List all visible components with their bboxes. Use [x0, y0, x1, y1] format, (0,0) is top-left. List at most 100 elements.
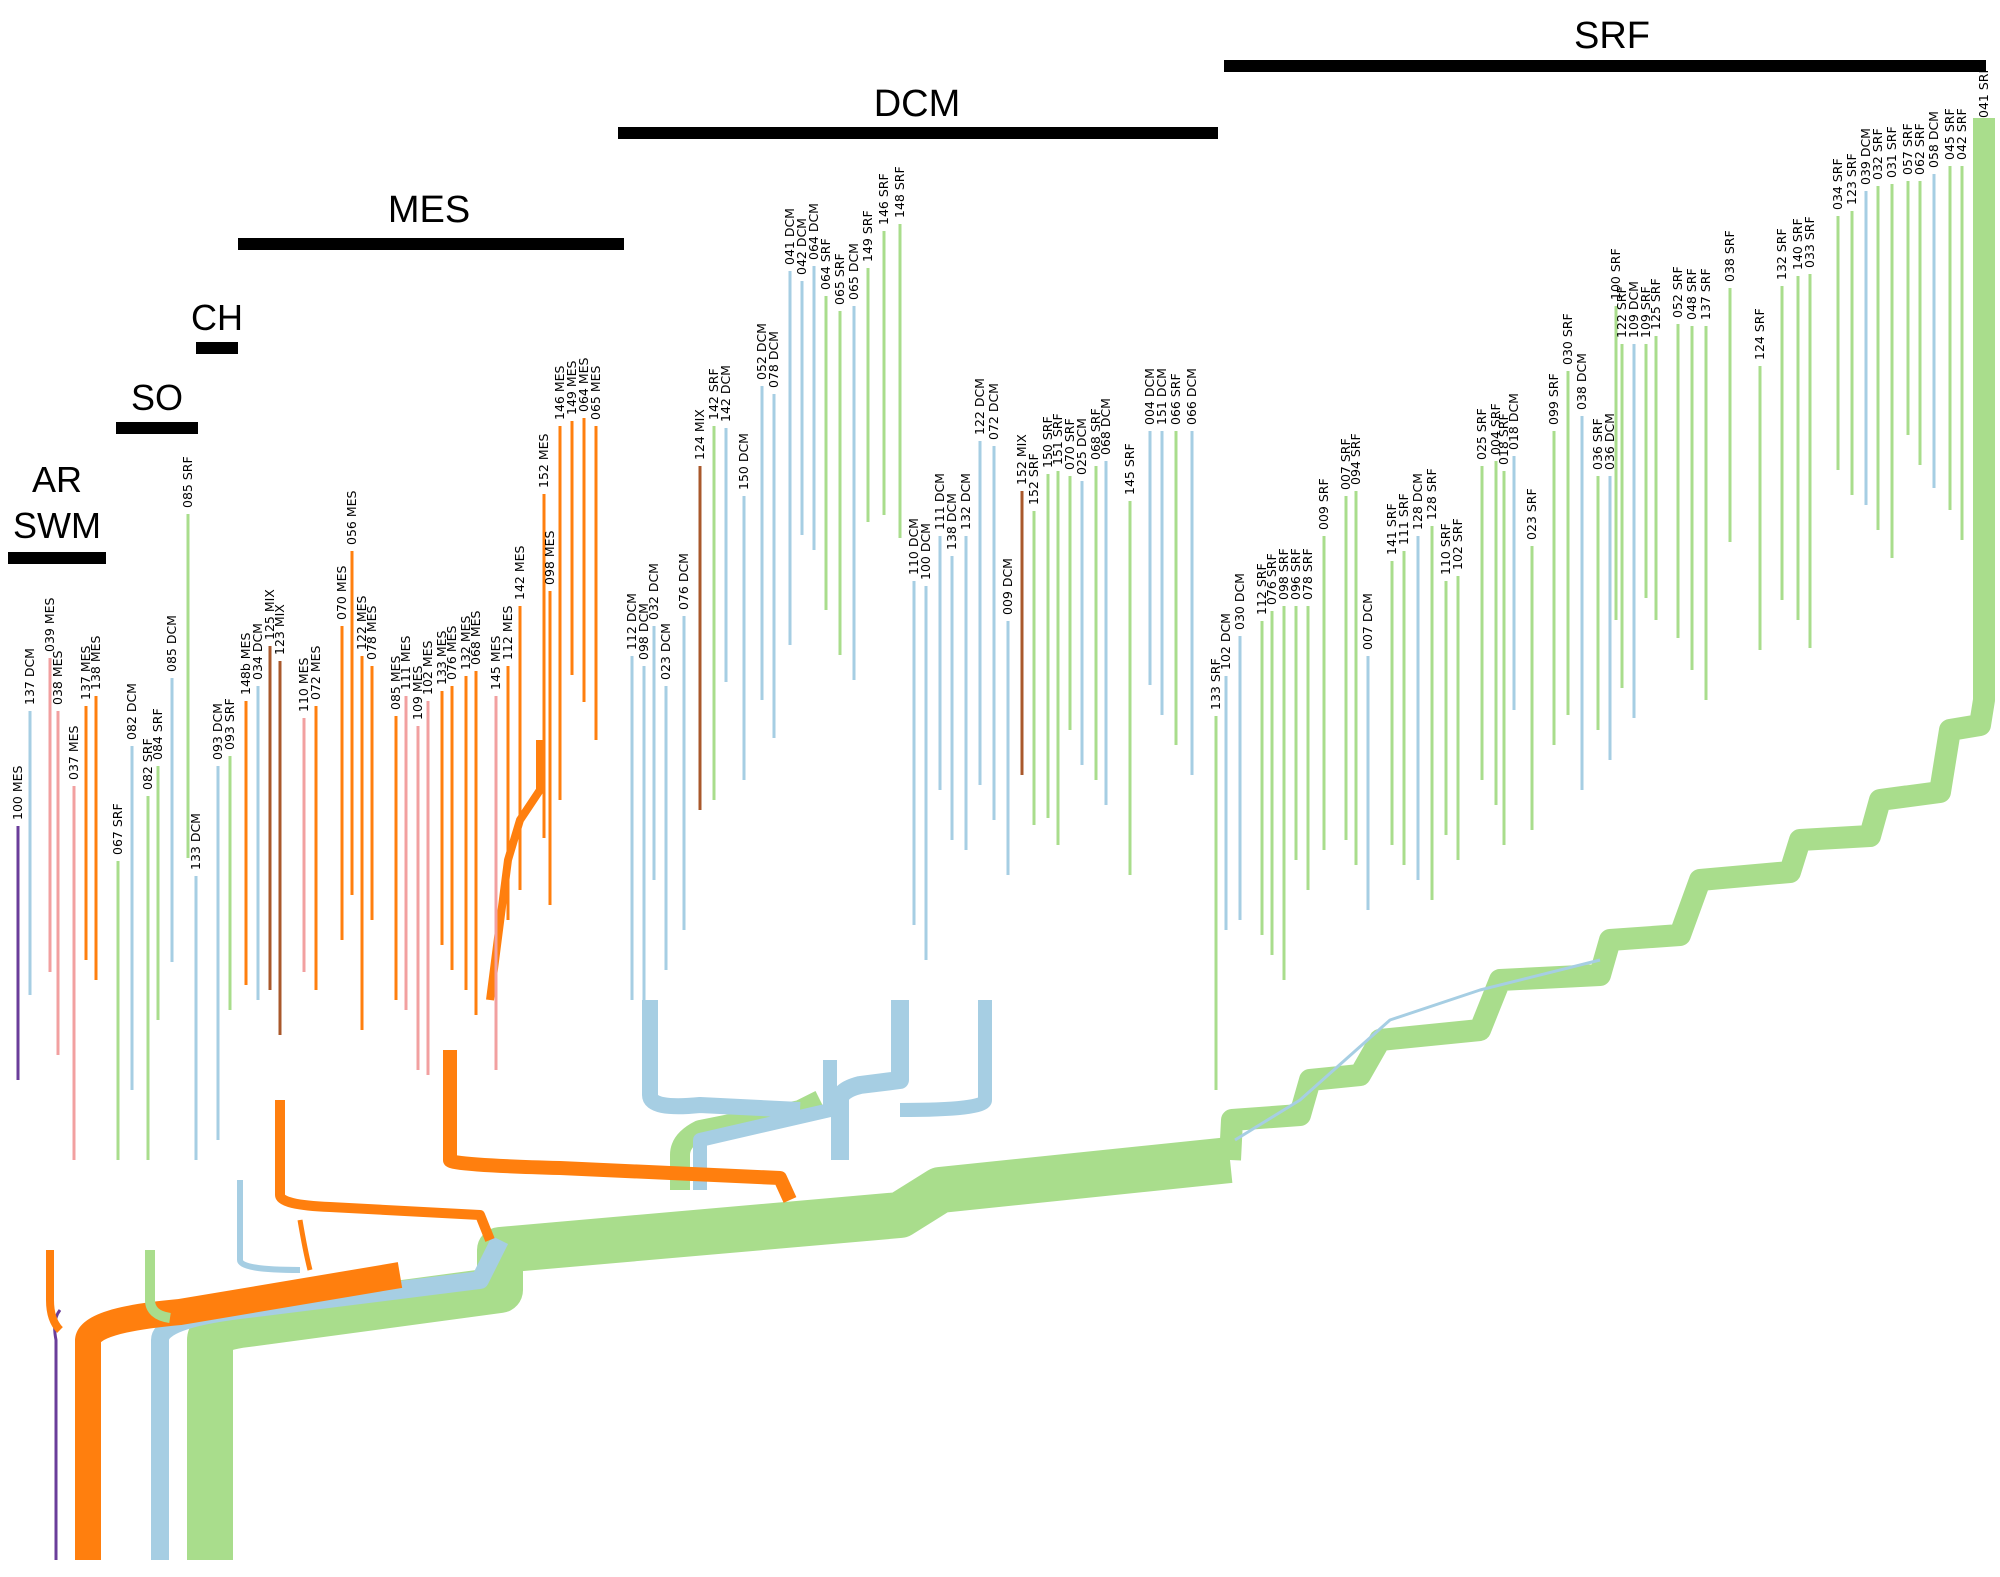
leaf-label: 082 SRF — [140, 738, 155, 790]
trunk-mes-band — [75, 1262, 403, 1560]
leaf-label: 038 SRF — [1722, 230, 1737, 282]
leaf-label: 041 SRF — [1976, 66, 1991, 118]
leaf-label: 146 MES — [552, 365, 567, 420]
leaf-label: 122 MES — [354, 595, 369, 650]
leaf-label: 038 MES — [50, 650, 65, 705]
leaf-label: 138 MES — [88, 635, 103, 690]
leaf-label: 148 SRF — [892, 166, 907, 218]
leaf-label: 145 MES — [488, 635, 503, 690]
leaf-label: 123 MIX — [272, 604, 287, 655]
leaf-label: 064 SRF — [818, 238, 833, 290]
trunk-srf-band — [187, 1137, 1233, 1560]
leaf-label: 140 SRF — [1790, 218, 1805, 270]
ch-base — [237, 1180, 301, 1273]
leaf-label: 110 DCM — [906, 518, 921, 575]
leaf-label: 093 DCM — [210, 703, 225, 760]
leaf-label: 128 SRF — [1424, 468, 1439, 520]
leaf-label: 150 DCM — [736, 433, 751, 490]
leaf-label: 085 MES — [388, 655, 403, 710]
leaf-label: 128 DCM — [1410, 473, 1425, 530]
leaf-label: 094 SRF — [1348, 433, 1363, 485]
leaf-label: 036 SRF — [1590, 418, 1605, 470]
leaf-label: 034 DCM — [250, 623, 265, 680]
leaf-label: 123 SRF — [1844, 153, 1859, 205]
leaf-label: 065 DCM — [846, 243, 861, 300]
leaf-label: 068 MES — [468, 610, 483, 665]
leaf-label: 124 SRF — [1752, 308, 1767, 360]
leaf-label: 150 SRF — [1040, 416, 1055, 468]
leaf-label: 149 MES — [564, 360, 579, 415]
group-label-ar: AR — [32, 459, 82, 500]
leaf-label: 065 SRF — [832, 253, 847, 305]
leaf-label: 032 DCM — [646, 563, 661, 620]
mes-left-ribbon — [275, 1100, 495, 1242]
leaf-label: 041 DCM — [782, 208, 797, 265]
leaf-label: 076 MES — [444, 625, 459, 680]
leaf-label: 030 DCM — [1232, 573, 1247, 630]
leaf-label: 133 SRF — [1208, 658, 1223, 710]
leaf-label: 111 SRF — [1396, 493, 1411, 545]
leaf-label: 109 DCM — [1626, 281, 1641, 338]
leaf-label: 052 SRF — [1670, 266, 1685, 318]
dcm-base-blue — [693, 1060, 837, 1190]
dcm-left-band — [642, 1000, 801, 1118]
srf-main-ribbon — [1219, 118, 1995, 1161]
leaf-label: 070 SRF — [1062, 418, 1077, 470]
leaf-label: 062 SRF — [1912, 123, 1927, 175]
leaf-label: 034 SRF — [1830, 158, 1845, 210]
leaf-label: 110 MES — [296, 657, 311, 712]
group-bar-dcm — [618, 127, 1218, 139]
leaf-label: 018 SRF — [1496, 413, 1511, 465]
leaf-label: 122 SRF — [1614, 286, 1629, 338]
group-bars — [8, 60, 1986, 564]
group-label-mes: MES — [388, 189, 470, 231]
leaf-label: 098 SRF — [1276, 548, 1291, 600]
leaf-label: 132 SRF — [1774, 228, 1789, 280]
leaf-label: 007 DCM — [1360, 593, 1375, 650]
leaf-label: 125 SRF — [1648, 278, 1663, 330]
leaf-label: 031 SRF — [1884, 126, 1899, 178]
leaf-label: 082 DCM — [124, 683, 139, 740]
leaf-label: 004 DCM — [1142, 368, 1157, 425]
leaf-label: 067 SRF — [110, 803, 125, 855]
leaf-label: 070 MES — [334, 565, 349, 620]
leaf-label: 072 MES — [308, 645, 323, 700]
leaf-label: 111 DCM — [932, 473, 947, 530]
group-bar-ch — [196, 342, 238, 354]
group-label-srf: SRF — [1574, 15, 1650, 57]
leaf-label: 102 MES — [420, 640, 435, 695]
leaf-label: 023 SRF — [1524, 488, 1539, 540]
leaf-label: 100 SRF — [1608, 248, 1623, 300]
group-label-ch: CH — [191, 297, 243, 338]
leaf-label: 085 SRF — [180, 456, 195, 508]
leaf-label: 125 MIX — [262, 589, 277, 640]
leaf-label: 133 MES — [434, 630, 449, 685]
leaf-label: 078 SRF — [1300, 548, 1315, 600]
leaf-label: 145 SRF — [1122, 443, 1137, 495]
tree-branches — [16, 118, 1995, 1560]
leaf-label: 058 DCM — [1926, 111, 1941, 168]
leaf-label: 045 SRF — [1942, 108, 1957, 160]
leaf-label: 099 SRF — [1546, 373, 1561, 425]
leaf-label: 093 SRF — [222, 698, 237, 750]
leaf-label: 152 MIX — [1014, 434, 1029, 485]
group-label-swm: SWM — [13, 505, 101, 546]
leaf-label: 137 MES — [78, 645, 93, 700]
leaf-label: 111 MES — [398, 635, 413, 690]
leaf-label: 068 DCM — [1098, 398, 1113, 455]
leaf-label: 098 DCM — [636, 603, 651, 660]
leaf-label: 084 SRF — [150, 708, 165, 760]
leaf-label: 032 SRF — [1870, 128, 1885, 180]
leaf-label: 100 MES — [10, 765, 25, 820]
leaf-label: 025 DCM — [1074, 418, 1089, 475]
leaf-label: 132 DCM — [958, 473, 973, 530]
leaf-label: 042 SRF — [1954, 108, 1969, 160]
leaf-label: 066 DCM — [1184, 368, 1199, 425]
leaf-label: 151 SRF — [1050, 413, 1065, 465]
leaf-label: 151 DCM — [1154, 368, 1169, 425]
leaf-label: 152 SRF — [1026, 453, 1041, 505]
leaf-label: 102 DCM — [1218, 613, 1233, 670]
leaf-label: 076 DCM — [676, 553, 691, 610]
